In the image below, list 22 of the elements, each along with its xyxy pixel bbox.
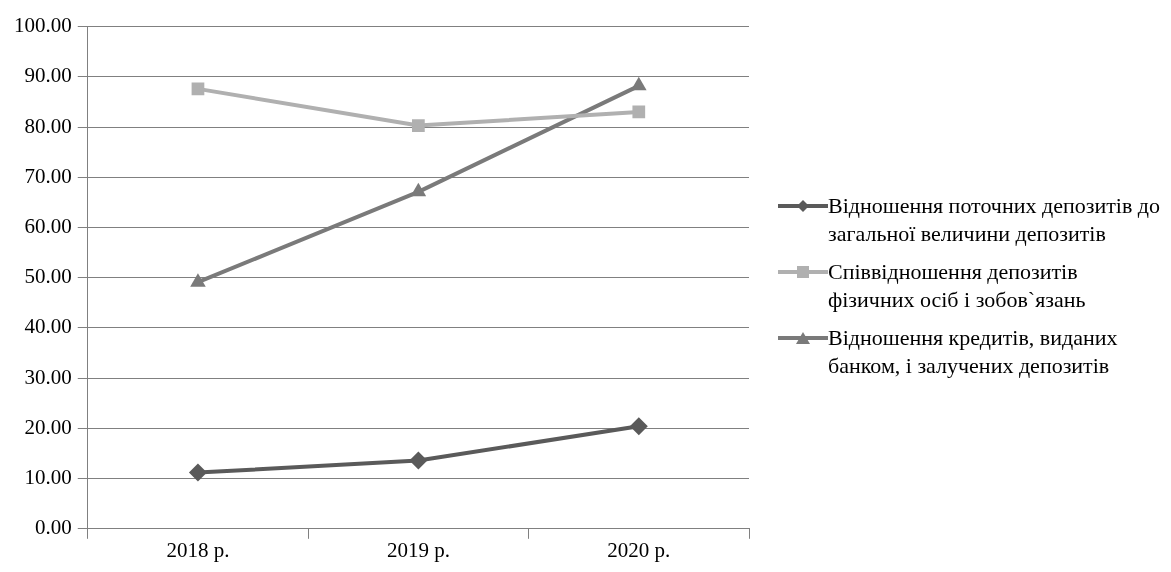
legend-label: Відношення кредитів, виданих банком, і залучених депозитів [828, 324, 1119, 380]
x-tick-label: 2018 р. [166, 537, 230, 562]
y-tick-label: 20.00 [24, 414, 72, 439]
y-tick-label: 0.00 [35, 515, 72, 540]
x-tick-label: 2019 р. [386, 537, 450, 562]
x-tick-label: 2020 р. [607, 537, 671, 562]
y-tick-label: 100.00 [14, 13, 72, 38]
y-tick-label: 50.00 [24, 264, 72, 289]
point [632, 105, 646, 119]
y-tick-label: 70.00 [24, 163, 72, 188]
y-tick-label: 40.00 [24, 314, 72, 339]
point [409, 451, 428, 470]
y-tick-label: 80.00 [24, 113, 72, 138]
y-tick-label: 30.00 [24, 364, 72, 389]
legend-label: Відношення поточних депозитів до загальної величини депозитів [828, 192, 1161, 248]
legend-label: Співвідношення депозитів фізичних осіб і зобов`язань [828, 258, 1087, 314]
y-tick-label: 90.00 [24, 63, 72, 88]
point [412, 119, 425, 132]
point [629, 417, 648, 436]
y-tick-label: 60.00 [24, 214, 72, 238]
point [188, 463, 207, 482]
y-tick-label: 10.00 [24, 465, 72, 490]
